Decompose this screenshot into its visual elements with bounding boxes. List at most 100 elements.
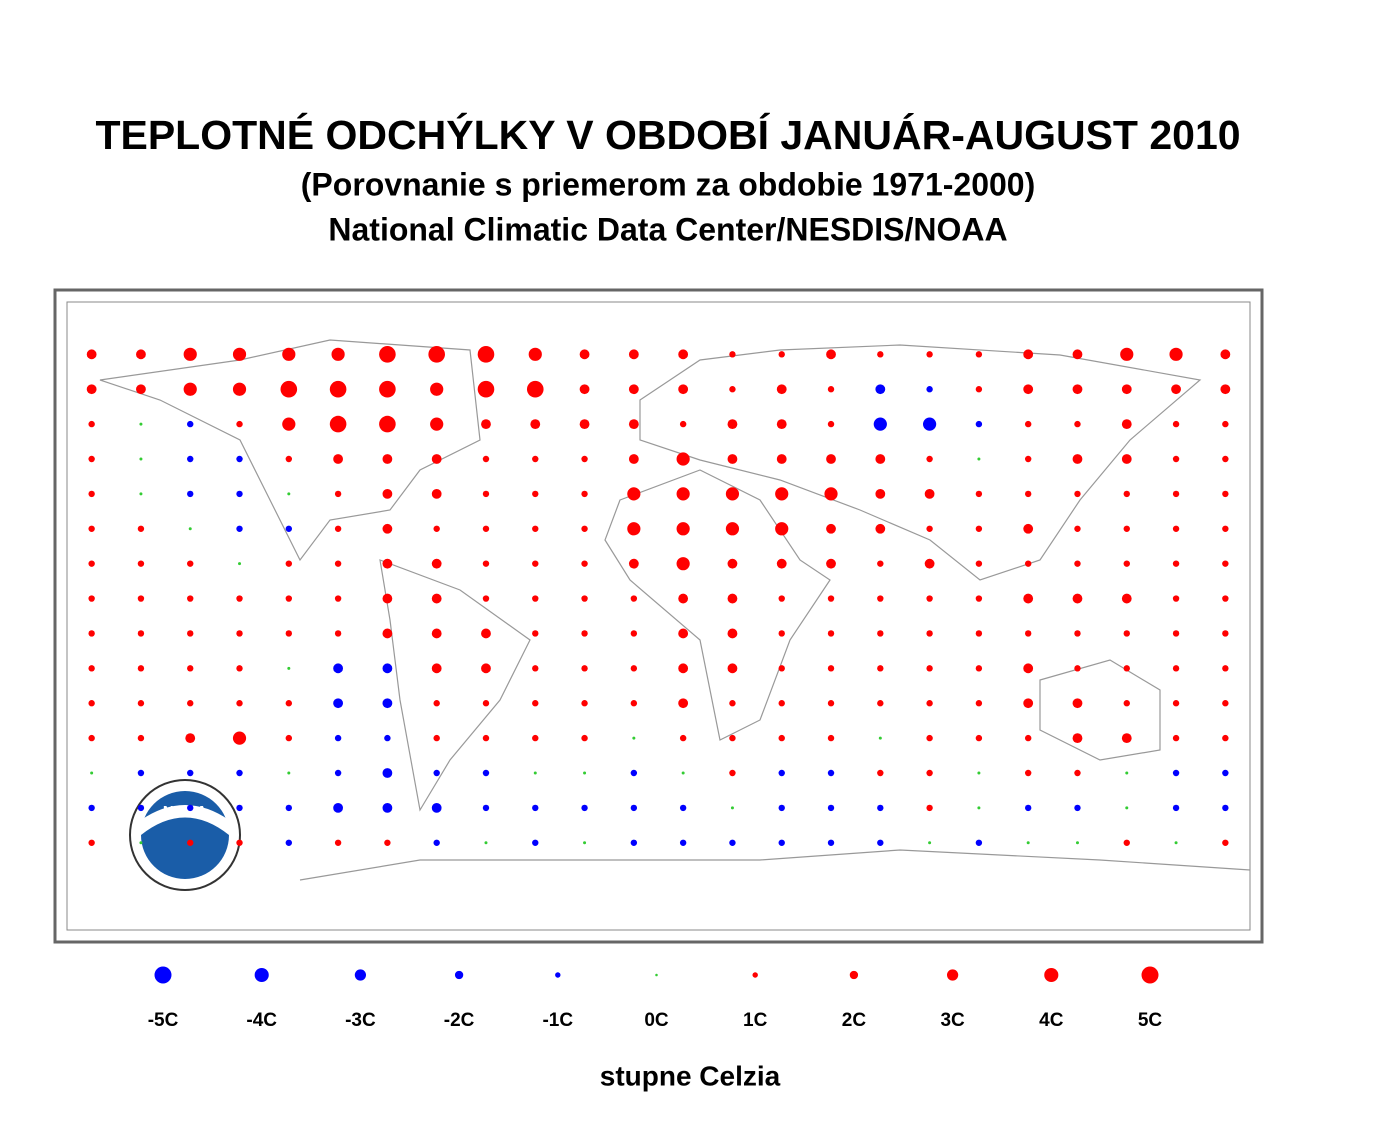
- noaa-logo: NOAA: [129, 779, 241, 891]
- anomaly-dot: [581, 455, 588, 463]
- anomaly-dot: [776, 384, 787, 395]
- anomaly-dot: [1121, 593, 1132, 604]
- anomaly-dot: [926, 665, 933, 672]
- anomaly-dot: [287, 771, 291, 775]
- anomaly-dot: [1222, 804, 1229, 812]
- anomaly-dot: [139, 457, 143, 461]
- title: TEPLOTNÉ ODCHÝLKY V OBDOBÍ JANUÁR-AUGUST…: [95, 112, 1240, 158]
- anomaly-dot: [1072, 733, 1083, 744]
- anomaly-dot: [280, 380, 298, 398]
- legend-dot: [655, 973, 658, 977]
- anomaly-dot: [679, 420, 687, 428]
- anomaly-dot: [431, 454, 442, 464]
- legend-dot: [752, 972, 758, 978]
- anomaly-dot: [875, 523, 886, 534]
- anomaly-dot: [88, 455, 95, 463]
- anomaly-dot: [481, 419, 491, 430]
- anomaly-dot: [628, 454, 639, 464]
- anomaly-dot: [678, 663, 689, 674]
- anomaly-dot: [137, 769, 145, 777]
- anomaly-dot: [729, 386, 736, 393]
- africa: [604, 469, 831, 741]
- anomaly-dot: [581, 804, 588, 812]
- anomaly-dot: [581, 734, 588, 742]
- anomaly-dot: [187, 420, 194, 428]
- anomaly-dot: [676, 487, 690, 501]
- anomaly-dot: [678, 384, 689, 395]
- anomaly-dot: [477, 380, 495, 398]
- anomaly-dot: [778, 839, 785, 846]
- anomaly-dot: [137, 665, 145, 672]
- anomaly-dot: [775, 522, 789, 536]
- anomaly-dot: [88, 734, 95, 742]
- anomaly-dot: [975, 665, 983, 672]
- anomaly-dot: [482, 560, 490, 567]
- anomaly-dot: [1023, 593, 1034, 604]
- anomaly-dot: [137, 525, 145, 532]
- anomaly-dot: [382, 558, 393, 569]
- anomaly-dot: [1172, 560, 1180, 567]
- anomaly-dot: [334, 560, 342, 567]
- anomaly-dot: [678, 349, 689, 360]
- anomaly-dot: [187, 560, 194, 567]
- anomaly-dot: [382, 802, 393, 813]
- anomaly-dot: [1024, 455, 1032, 463]
- legend-label: -2C: [444, 1010, 475, 1031]
- anomaly-dot: [1222, 665, 1229, 672]
- anomaly-dot: [86, 384, 97, 395]
- anomaly-dot: [628, 384, 639, 395]
- anomaly-dot: [482, 525, 490, 532]
- south-america: [379, 559, 531, 812]
- anomaly-dot: [776, 454, 787, 464]
- anomaly-dot: [1072, 349, 1083, 360]
- anomaly-dot: [1023, 663, 1034, 674]
- anomaly-dot: [826, 558, 836, 569]
- anomaly-dot: [1222, 420, 1229, 428]
- anomaly-dot: [236, 839, 243, 846]
- legend-label: -4C: [246, 1010, 277, 1031]
- anomaly-dot: [428, 346, 445, 363]
- anomaly-dot: [628, 349, 639, 360]
- anomaly-dot: [581, 700, 588, 707]
- anomaly-dot: [827, 386, 835, 393]
- anomaly-dot: [433, 734, 440, 742]
- anomaly-dot: [533, 771, 537, 775]
- anomaly-dot: [532, 455, 539, 463]
- anomaly-dot: [581, 595, 588, 602]
- anomaly-dot: [482, 769, 490, 777]
- anomaly-dot: [1220, 384, 1231, 395]
- anomaly-dot: [1072, 454, 1083, 464]
- anomaly-dot: [1074, 490, 1081, 498]
- anomaly-dot: [1121, 454, 1132, 464]
- anomaly-dot: [632, 736, 636, 740]
- anomaly-dot: [975, 595, 983, 602]
- anomaly-dot: [183, 382, 197, 396]
- logo-gull: [141, 805, 229, 835]
- anomaly-dot: [187, 700, 194, 707]
- anomaly-dot: [532, 560, 539, 567]
- anomaly-dot: [482, 595, 490, 602]
- anomaly-dot: [1024, 734, 1032, 742]
- legend-label: -3C: [345, 1010, 376, 1031]
- anomaly-dot: [285, 455, 293, 463]
- anomaly-dot: [137, 804, 145, 812]
- anomaly-dot: [1121, 419, 1132, 430]
- anomaly-dot: [678, 593, 689, 604]
- anomaly-dot: [776, 558, 787, 569]
- anomaly-dot: [532, 734, 539, 742]
- anomaly-dot: [431, 663, 442, 674]
- anomaly-dot: [431, 628, 442, 639]
- anomaly-dot: [778, 804, 785, 812]
- anomaly-dot: [1123, 525, 1130, 532]
- anomaly-dot: [579, 419, 590, 430]
- anomaly-dot: [926, 734, 933, 742]
- anomaly-dot: [827, 595, 835, 602]
- legend-label: 2C: [842, 1010, 867, 1031]
- anomaly-dot: [334, 630, 342, 637]
- anomaly-dot: [137, 630, 145, 637]
- anomaly-dot: [431, 488, 442, 499]
- anomaly-dot: [1072, 698, 1083, 709]
- anomaly-dot: [481, 663, 491, 674]
- anomaly-dot: [1123, 665, 1130, 672]
